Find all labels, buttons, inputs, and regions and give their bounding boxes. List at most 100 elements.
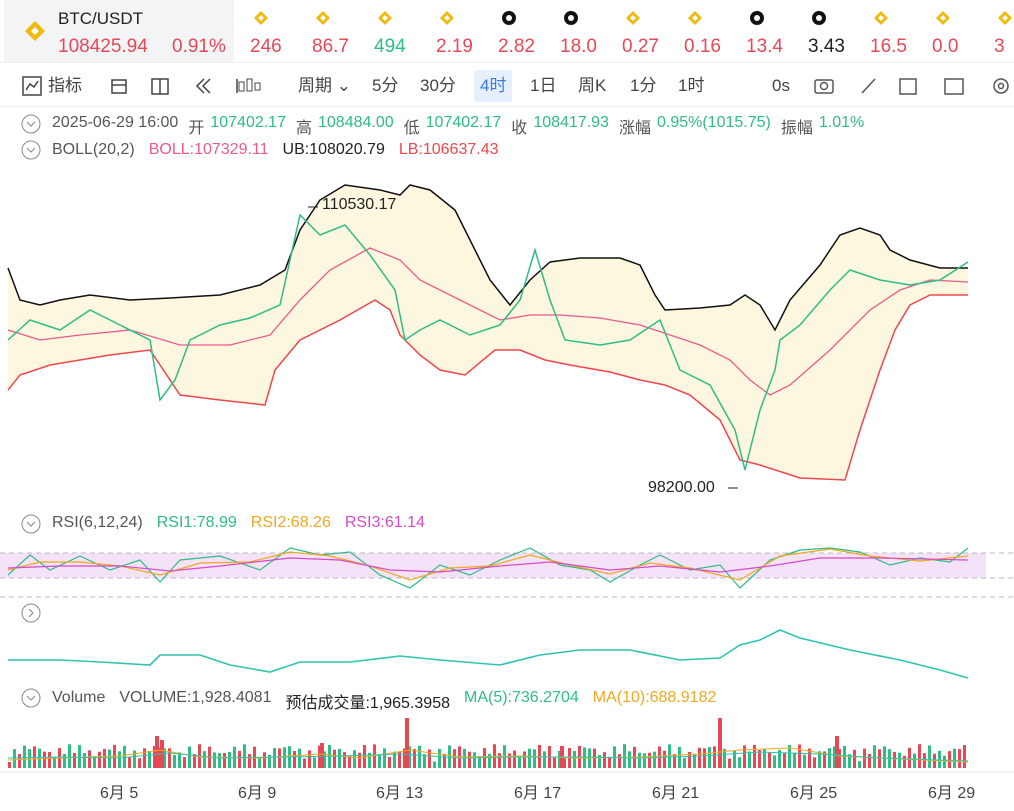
boll-lower — [7, 294, 968, 481]
volume-bar — [163, 748, 166, 768]
x-label: 6月 25 — [790, 785, 838, 802]
interval-button[interactable]: 4时 — [474, 70, 513, 102]
volume-bar — [53, 756, 56, 768]
volume-bar — [938, 750, 941, 768]
ticker-icon — [378, 11, 392, 25]
ticker[interactable]: 16.5 — [860, 0, 922, 62]
info-line: 2025-06-29 16:00 开 107402.17 高 108484.00 低 10… — [52, 114, 864, 138]
volume-bar — [478, 756, 481, 768]
volume-bar — [498, 753, 501, 768]
ticker[interactable]: 0.16 — [674, 0, 736, 62]
ticker[interactable]: 494 — [364, 0, 426, 62]
ticker[interactable]: 2.82 — [488, 0, 550, 62]
volume-bar — [963, 745, 966, 768]
x-label: 6月 17 — [514, 785, 562, 802]
interval-button[interactable]: 1分 — [630, 76, 657, 95]
indicator-button[interactable]: 指标 — [48, 76, 82, 95]
dark-core — [754, 15, 760, 21]
volume-bar — [48, 751, 51, 768]
price-line — [7, 213, 969, 471]
volume-bar — [63, 754, 66, 768]
info-label: 振幅 — [780, 120, 813, 137]
volume-bar — [143, 748, 146, 768]
pair-tile[interactable]: BTC/USDT 108425.94 0.91% — [4, 0, 234, 62]
volume-bar — [433, 761, 436, 768]
volume-bar — [193, 754, 196, 768]
interval-button[interactable]: 周K — [578, 76, 607, 95]
ticker[interactable]: 3 — [984, 0, 1014, 62]
ticker[interactable]: 0.0 — [922, 0, 984, 62]
volume-estimate: 预估成交量:1,965.3958 — [285, 695, 450, 712]
candle-icon — [238, 78, 261, 92]
indicator-line — [8, 629, 969, 679]
interval-button[interactable]: 30分 — [420, 76, 456, 95]
volume-bar — [688, 751, 691, 768]
ticker[interactable]: 0.27 — [612, 0, 674, 62]
volume-bar — [643, 753, 646, 768]
period-label: 周期 — [298, 76, 332, 95]
ticker[interactable]: 246 — [240, 0, 302, 62]
x-label: 6月 21 — [652, 785, 700, 802]
ticker[interactable]: 86.7 — [302, 0, 364, 62]
volume-bar — [528, 748, 531, 768]
volume-bar — [18, 754, 21, 768]
volume-bar — [293, 751, 296, 768]
boll-legend: BOLL(20,2) BOLL:107329.11 UB:108020.79 L… — [52, 141, 499, 159]
volume-bar — [623, 744, 626, 768]
ticker[interactable]: 2.19 — [426, 0, 488, 62]
boll-lb-label: LB:106637.43 — [398, 141, 499, 158]
ticker[interactable]: 18.0 — [550, 0, 612, 62]
volume-bar — [758, 750, 761, 768]
volume-legend: Volume VOLUME:1,928.4081 预估成交量:1,965.395… — [52, 689, 716, 713]
rsi1-label: RSI1:78.99 — [156, 514, 237, 531]
volume-bar — [618, 754, 621, 768]
volume-bar — [788, 744, 791, 768]
volume-bar — [23, 745, 26, 768]
ticker-value: 0.27 — [622, 36, 659, 57]
x-label: 6月 29 — [928, 785, 976, 802]
volume-bar — [918, 744, 921, 768]
boll-mid — [7, 247, 969, 396]
ticker-icon — [874, 11, 888, 25]
volume-bar — [903, 755, 906, 768]
period-button[interactable]: 周期 ⌄ — [298, 76, 351, 95]
ticker[interactable]: 3.43 — [798, 0, 860, 62]
volume-bar — [148, 750, 151, 768]
volume-bar — [753, 744, 756, 768]
interval-button[interactable]: 1时 — [678, 76, 705, 95]
volume-bar — [728, 758, 731, 768]
rsi-name: RSI(6,12,24) — [52, 514, 143, 531]
volume-bar — [343, 752, 346, 768]
vol-ma5 — [7, 747, 969, 763]
volume-bar — [573, 750, 576, 768]
rsi-legend: RSI(6,12,24) RSI1:78.99 RSI2:68.26 RSI3:… — [52, 514, 425, 532]
ticker-icon — [440, 11, 454, 25]
volume-bar — [173, 754, 176, 768]
volume-bar — [348, 755, 351, 768]
volume-bar — [138, 758, 141, 768]
x-label: 6月 13 — [376, 785, 424, 802]
volume-bar — [78, 745, 81, 768]
ticker-value: 0.16 — [684, 36, 721, 57]
volume-bar — [88, 750, 91, 768]
info-label: 低 — [403, 120, 420, 137]
interval-button[interactable]: 1日 — [530, 76, 557, 95]
ticker[interactable]: 13.4 — [736, 0, 798, 62]
rsi3-line — [7, 557, 969, 573]
volume-bar — [438, 748, 441, 768]
volume-bar — [533, 749, 536, 768]
volume-bar — [683, 757, 686, 768]
volume-value: VOLUME:1,928.4081 — [119, 689, 272, 706]
volume-bar — [648, 752, 651, 768]
rsi2-line — [7, 548, 969, 581]
rsi3-label: RSI3:61.14 — [344, 514, 425, 531]
volume-bar — [463, 748, 466, 768]
volume-bar — [678, 746, 681, 768]
timer: 0s — [772, 76, 790, 95]
volume-bar — [223, 752, 226, 768]
volume-bar — [123, 745, 126, 768]
volume-bar — [273, 748, 276, 768]
volume-bar — [748, 751, 751, 768]
volume-bar — [108, 749, 111, 768]
interval-button[interactable]: 5分 — [372, 76, 399, 95]
